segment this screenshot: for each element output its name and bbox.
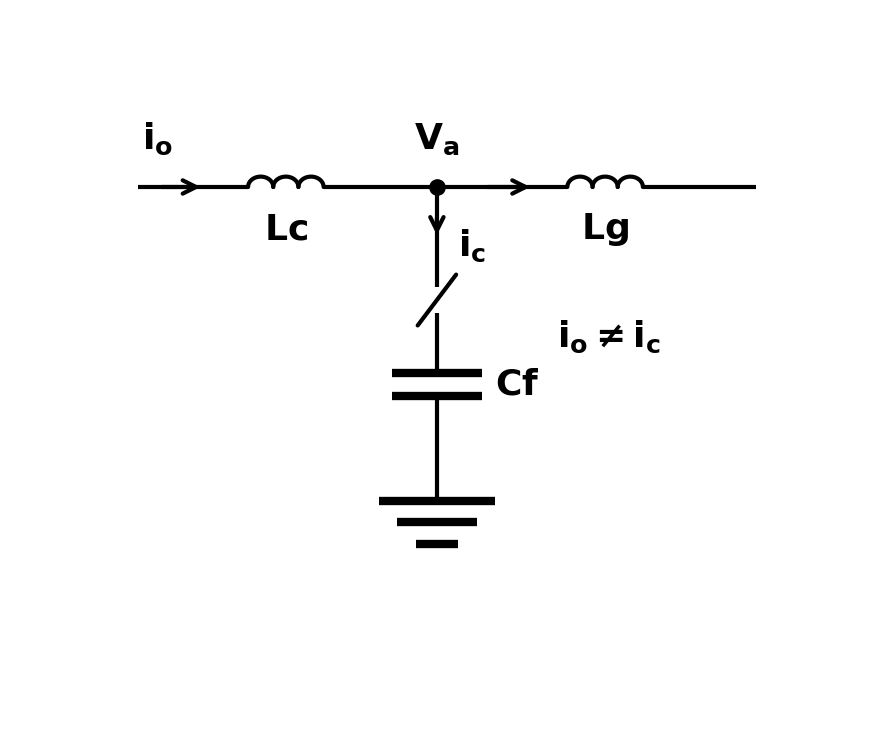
Text: $\mathbf{Lc}$: $\mathbf{Lc}$ [264,212,307,247]
Text: $\mathbf{Lg}$: $\mathbf{Lg}$ [581,211,629,248]
Text: $\mathbf{i_c}$: $\mathbf{i_c}$ [457,228,486,264]
Text: $\mathbf{V_a}$: $\mathbf{V_a}$ [414,121,460,156]
Text: $\mathbf{Cf}$: $\mathbf{Cf}$ [495,368,540,401]
Text: $\mathbf{i_o}$: $\mathbf{i_o}$ [142,121,173,157]
Text: $\mathbf{i_o \neq i_c}$: $\mathbf{i_o \neq i_c}$ [557,319,661,355]
